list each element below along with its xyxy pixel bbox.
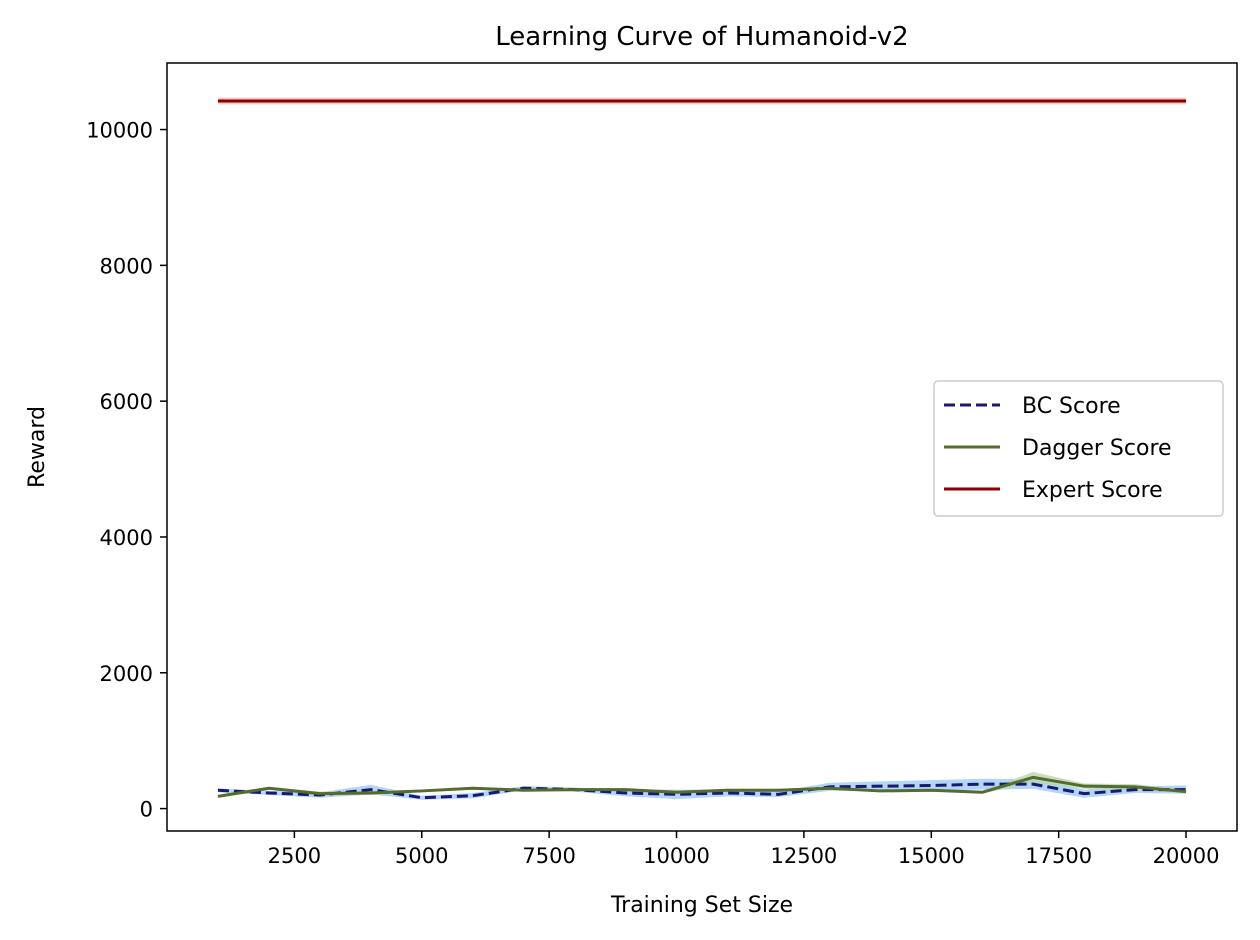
series-lines — [217, 99, 1187, 800]
y-tick-label: 0 — [140, 798, 153, 822]
y-tick-label: 8000 — [100, 254, 153, 278]
legend: BC Score Dagger Score Expert Score — [933, 380, 1224, 517]
x-tick-label: 5000 — [395, 844, 448, 868]
y-axis: 0 2000 4000 6000 8000 10000 — [86, 119, 167, 822]
legend-box — [933, 380, 1224, 517]
x-axis-label: Training Set Size — [610, 893, 793, 918]
chart-title: Learning Curve of Humanoid-v2 — [495, 22, 908, 52]
y-tick-label: 10000 — [86, 119, 153, 143]
y-axis-label: Reward — [25, 406, 50, 488]
line-dagger-score — [217, 775, 1187, 798]
legend-label: BC Score — [1022, 394, 1121, 419]
y-tick-label: 6000 — [100, 390, 153, 414]
x-tick-label: 17500 — [1025, 844, 1092, 868]
line-bc-score — [217, 782, 1187, 800]
x-tick-label: 10000 — [643, 844, 710, 868]
x-tick-label: 12500 — [770, 844, 837, 868]
legend-label: Expert Score — [1022, 478, 1163, 503]
plot-frame — [166, 62, 1238, 832]
y-tick-label: 2000 — [100, 662, 153, 686]
y-tick-label: 4000 — [100, 526, 153, 550]
legend-label: Dagger Score — [1022, 436, 1172, 461]
x-axis: 2500 5000 7500 10000 12500 15000 17500 20000 — [268, 831, 1220, 868]
x-tick-label: 15000 — [898, 844, 965, 868]
x-tick-label: 2500 — [268, 844, 321, 868]
x-tick-label: 7500 — [522, 844, 575, 868]
x-tick-label: 20000 — [1153, 844, 1220, 868]
